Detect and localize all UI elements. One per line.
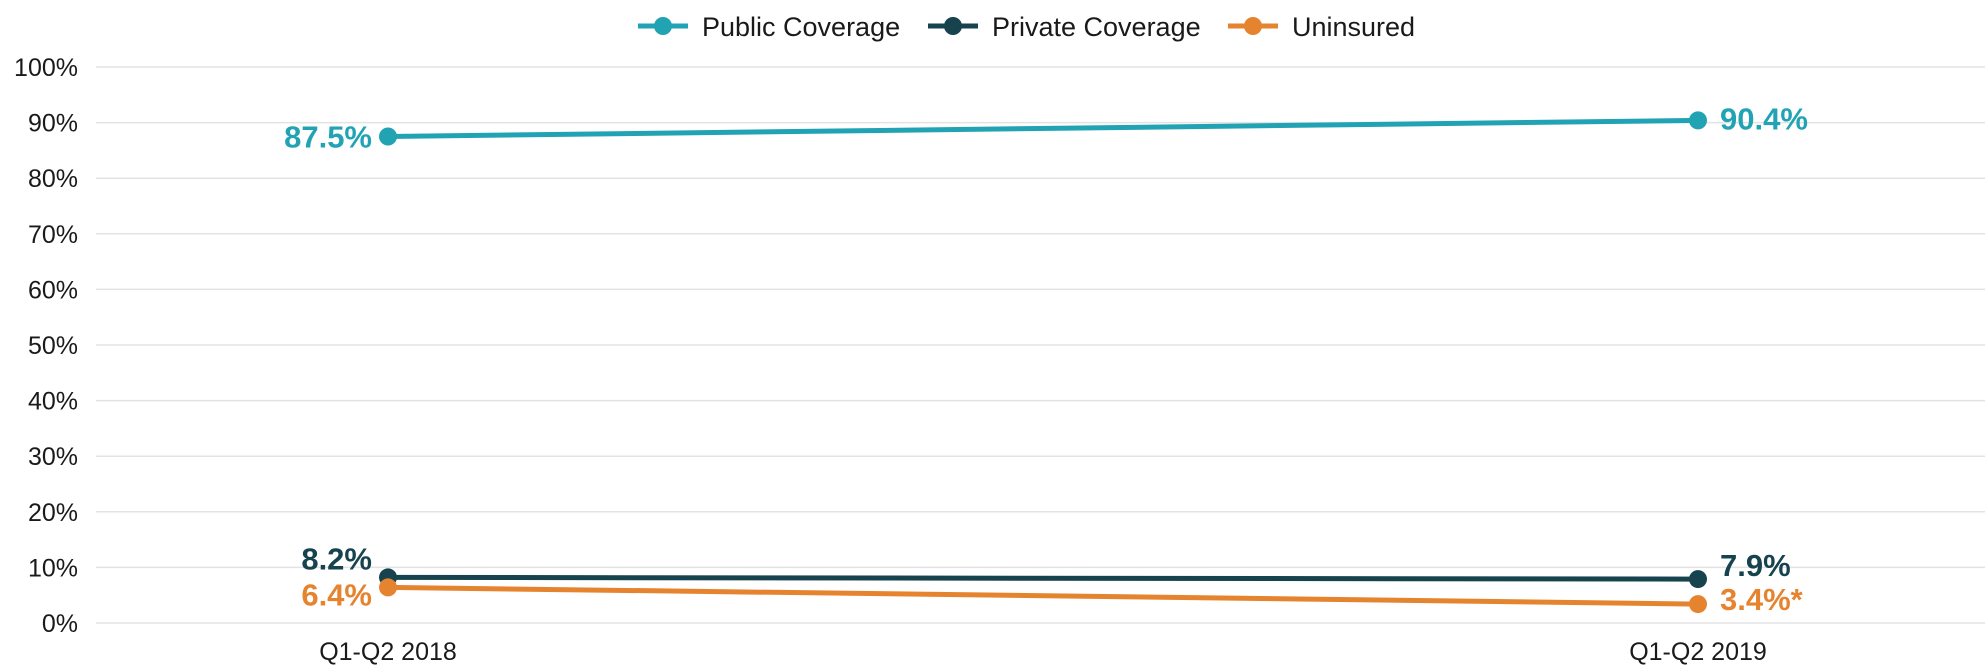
data-point[interactable] [1689, 111, 1707, 130]
y-tick-label: 80% [28, 165, 78, 193]
y-tick-label: 100% [14, 54, 78, 82]
data-point[interactable] [1689, 595, 1707, 614]
data-label: 3.4%* [1720, 582, 1804, 617]
series-line [385, 117, 1701, 139]
y-tick-label: 90% [28, 110, 78, 138]
legend-label: Uninsured [1292, 12, 1415, 42]
legend-item-uninsured[interactable]: Uninsured [1228, 12, 1415, 42]
data-label: 8.2% [301, 541, 372, 576]
legend: Public Coverage Private Coverage Uninsured [638, 12, 1415, 42]
series-lines [379, 111, 1707, 614]
legend-item-public-coverage[interactable]: Public Coverage [638, 12, 900, 42]
series-line [385, 574, 1701, 582]
x-axis: Q1-Q2 2018 Q1-Q2 2019 [319, 638, 1767, 665]
legend-label: Public Coverage [702, 12, 900, 42]
gridlines [96, 66, 1985, 624]
x-tick-label: Q1-Q2 2019 [1629, 638, 1767, 665]
y-tick-label: 0% [42, 610, 78, 638]
y-tick-label: 30% [28, 443, 78, 471]
y-tick-label: 50% [28, 332, 78, 360]
series-line [385, 584, 1701, 607]
data-label: 90.4% [1720, 101, 1808, 136]
data-label: 6.4% [301, 577, 372, 612]
y-tick-label: 70% [28, 221, 78, 249]
data-point[interactable] [1689, 570, 1707, 589]
data-label: 87.5% [284, 120, 372, 155]
y-tick-label: 40% [28, 388, 78, 416]
legend-swatch-marker [654, 17, 672, 35]
series-private-coverage [379, 568, 1707, 589]
y-tick-label: 10% [28, 554, 78, 582]
data-labels: 87.5% 90.4% 8.2% 7.9% 6.4% 3.4%* [284, 101, 1808, 617]
y-tick-label: 20% [28, 499, 78, 527]
x-tick-label: Q1-Q2 2018 [319, 638, 457, 665]
y-tick-label: 60% [28, 276, 78, 304]
legend-swatch-marker [944, 17, 962, 35]
legend-swatch-marker [1244, 17, 1262, 35]
data-point[interactable] [379, 127, 397, 146]
series-public-coverage [379, 111, 1707, 146]
legend-item-private-coverage[interactable]: Private Coverage [928, 12, 1201, 42]
y-axis: 0% 10% 20% 30% 40% 50% 60% 70% 80% 90% 100% [14, 54, 78, 638]
legend-label: Private Coverage [992, 12, 1201, 42]
series-uninsured [379, 578, 1707, 614]
data-label: 7.9% [1720, 548, 1791, 583]
data-point[interactable] [379, 578, 397, 597]
